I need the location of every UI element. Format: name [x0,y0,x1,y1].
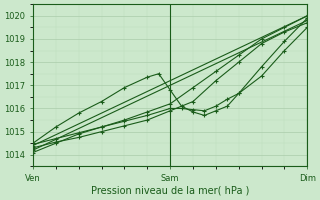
X-axis label: Pression niveau de la mer( hPa ): Pression niveau de la mer( hPa ) [91,186,249,196]
